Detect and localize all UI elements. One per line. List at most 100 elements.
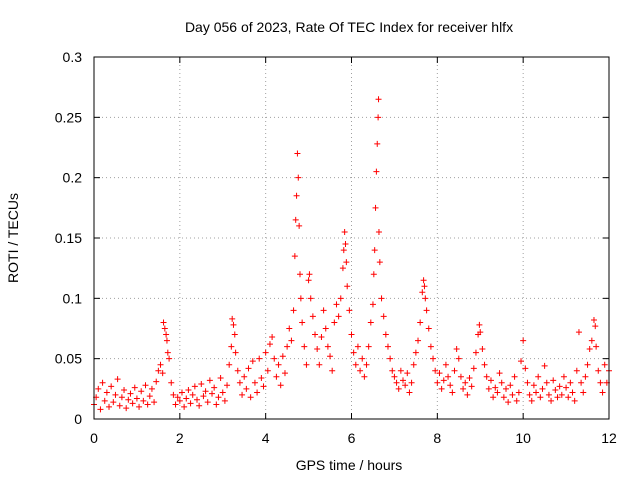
data-point	[224, 382, 231, 389]
data-point	[421, 283, 428, 290]
data-point	[125, 396, 132, 403]
data-point	[118, 394, 125, 401]
data-point	[200, 393, 207, 400]
y-tick-label: 0	[74, 411, 82, 427]
y-tick-label: 0.15	[55, 230, 82, 246]
data-point	[239, 391, 246, 398]
data-point	[380, 313, 387, 320]
data-point	[522, 365, 529, 372]
data-point	[518, 358, 525, 365]
x-tick-label: 2	[176, 430, 184, 446]
data-point	[202, 388, 209, 395]
data-point	[599, 389, 606, 396]
data-point	[320, 307, 327, 314]
data-point	[539, 385, 546, 392]
data-point	[436, 370, 443, 377]
data-point	[305, 277, 312, 284]
data-point	[528, 397, 535, 404]
data-point	[346, 307, 353, 314]
data-point	[306, 271, 313, 278]
data-point	[249, 358, 256, 365]
data-point	[284, 343, 291, 350]
y-tick-label: 0.3	[63, 49, 83, 65]
x-tick-label: 12	[601, 430, 617, 446]
data-point	[552, 387, 559, 394]
x-tick-label: 6	[348, 430, 356, 446]
data-point	[567, 379, 574, 386]
data-point	[341, 228, 348, 235]
data-point	[161, 325, 168, 332]
data-point	[291, 253, 298, 260]
data-point	[496, 370, 503, 377]
data-point	[185, 387, 192, 394]
data-point	[498, 379, 505, 386]
grid-lines	[94, 57, 609, 419]
data-point	[400, 377, 406, 384]
data-point	[123, 405, 130, 412]
data-point	[148, 385, 155, 392]
data-point	[490, 394, 497, 401]
data-point	[314, 346, 321, 353]
data-point	[466, 374, 473, 381]
data-point	[344, 283, 351, 290]
data-point	[157, 361, 164, 368]
data-point	[548, 397, 555, 404]
data-point	[554, 394, 561, 401]
data-point	[479, 346, 486, 353]
data-point	[483, 373, 490, 380]
data-point	[229, 315, 236, 322]
data-point	[402, 382, 409, 389]
data-point	[464, 391, 471, 398]
data-point	[183, 395, 190, 402]
data-point	[189, 391, 196, 398]
data-point	[166, 355, 173, 362]
data-point	[397, 367, 404, 374]
data-point	[533, 389, 540, 396]
data-point	[114, 376, 121, 383]
data-point	[511, 373, 518, 380]
data-point	[112, 391, 119, 398]
data-point	[543, 379, 550, 386]
data-point	[297, 295, 304, 302]
data-point	[144, 401, 151, 408]
data-point	[273, 373, 280, 380]
data-point	[376, 259, 383, 266]
axis-ticks: 0 2 4 6 8 10 12 0 0.05 0.1 0.15 0.2 0.25 0.3	[55, 49, 617, 446]
data-point	[217, 374, 224, 381]
data-point	[293, 192, 300, 199]
data-point	[455, 355, 462, 362]
data-point	[155, 367, 162, 374]
data-point	[138, 388, 145, 395]
data-point	[301, 343, 308, 350]
x-tick-label: 10	[515, 430, 531, 446]
data-point	[550, 377, 557, 384]
x-tick-label: 0	[90, 430, 98, 446]
data-point	[505, 399, 512, 406]
data-point	[440, 377, 447, 384]
data-point	[563, 384, 570, 391]
data-point	[384, 343, 391, 350]
data-point	[343, 259, 350, 266]
data-point	[99, 379, 106, 386]
data-point	[449, 389, 456, 396]
data-point	[592, 323, 599, 330]
data-point	[160, 319, 167, 326]
data-point	[442, 361, 449, 368]
data-point	[481, 361, 488, 368]
data-point	[457, 373, 464, 380]
data-point	[595, 367, 602, 374]
data-point	[159, 370, 166, 377]
data-point	[590, 317, 597, 324]
data-point	[387, 355, 394, 362]
data-point	[558, 391, 565, 398]
data-point	[470, 365, 477, 372]
data-point	[350, 349, 357, 356]
data-point	[597, 379, 604, 386]
data-point	[434, 379, 441, 386]
data-point	[243, 385, 250, 392]
data-point	[103, 389, 110, 396]
data-point	[569, 389, 576, 396]
data-point	[295, 174, 302, 181]
data-point	[204, 399, 211, 406]
data-point	[194, 396, 200, 403]
